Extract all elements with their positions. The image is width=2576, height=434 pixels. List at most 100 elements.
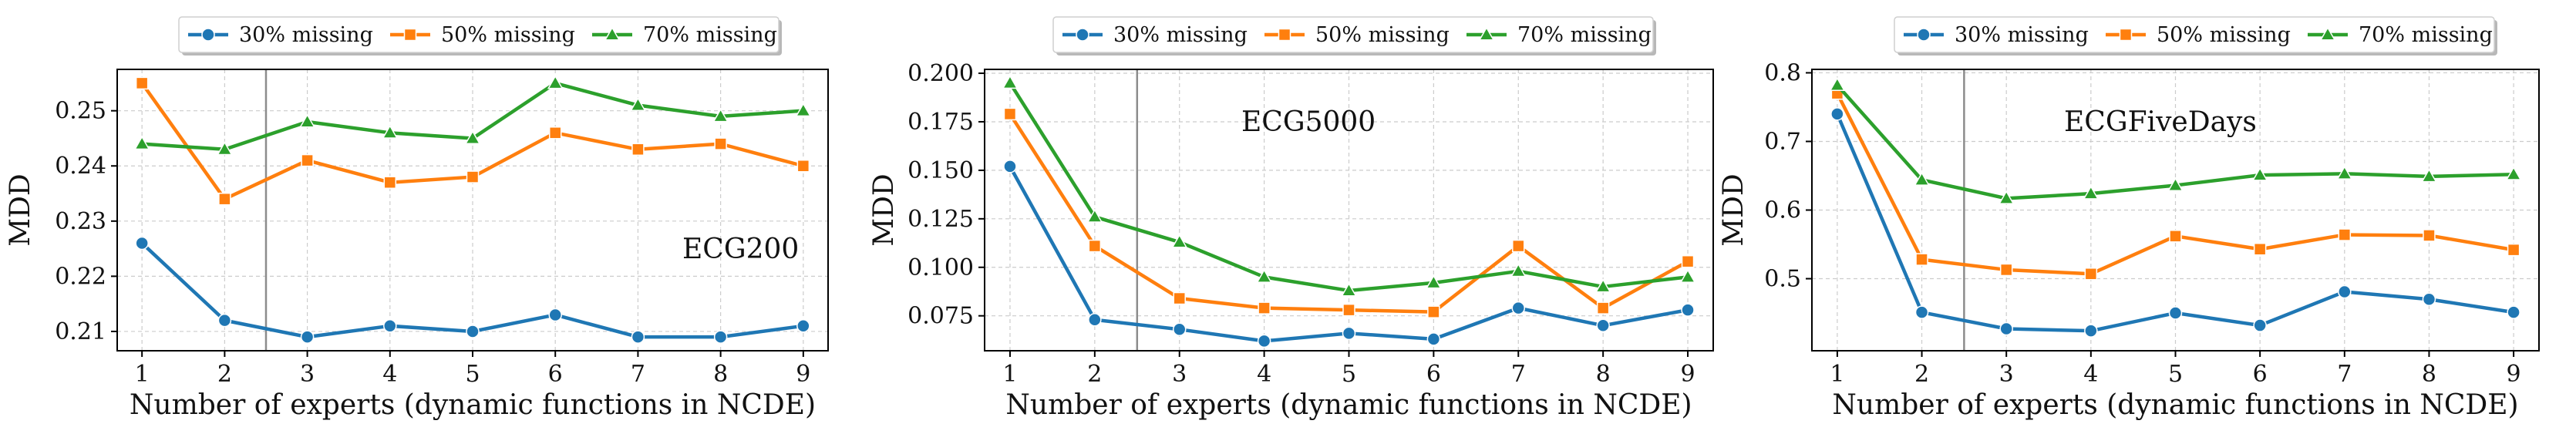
data-point [1427, 305, 1440, 318]
data-point [1681, 254, 1695, 268]
x-tick-label: 8 [1596, 361, 1611, 388]
x-tick-label: 6 [1426, 361, 1441, 388]
legend-label: 70% missing [1517, 23, 1652, 47]
legend-label: 30% missing [239, 23, 373, 47]
x-tick-label: 2 [1914, 361, 1929, 388]
y-tick-label: 0.8 [1764, 59, 1801, 86]
data-point [2083, 185, 2100, 200]
data-point [796, 159, 810, 173]
data-point [2169, 230, 2182, 243]
data-point [2505, 166, 2522, 180]
legend-label: 70% missing [2359, 23, 2493, 47]
x-tick-label: 3 [1172, 361, 1187, 388]
data-point [2338, 284, 2352, 299]
dataset-annotation: ECG5000 [1241, 106, 1376, 138]
data-point [1426, 332, 1441, 346]
data-point [2167, 177, 2184, 191]
y-tick-label: 0.175 [907, 109, 974, 136]
data-point [1999, 321, 2013, 336]
x-tick-label: 3 [300, 361, 315, 388]
x-tick-label: 1 [135, 361, 150, 388]
data-point [2253, 318, 2267, 332]
y-tick-label: 0.5 [1764, 266, 1801, 293]
y-tick-label: 0.22 [55, 263, 106, 290]
y-tick-label: 0.100 [907, 254, 974, 281]
data-point [383, 176, 397, 189]
x-tick-label: 8 [713, 361, 728, 388]
data-point [217, 313, 232, 328]
legend-label: 50% missing [2157, 23, 2291, 47]
y-axis-label: MDD [1718, 173, 1749, 247]
x-tick-label: 7 [1511, 361, 1526, 388]
legend: 30% missing 50% missing 70% missing [1894, 16, 2497, 56]
legend-marker [2319, 26, 2336, 41]
data-point [2423, 229, 2436, 242]
data-point [1088, 312, 1102, 327]
y-tick-label: 0.125 [907, 206, 974, 233]
legend-label: 30% missing [1955, 23, 2089, 47]
data-point [464, 130, 481, 144]
data-point [466, 170, 480, 183]
data-point [714, 137, 727, 150]
legend: 30% missing 50% missing 70% missing [1052, 16, 1656, 56]
x-tick-label: 7 [631, 361, 645, 388]
data-point [2168, 306, 2183, 320]
y-tick-label: 0.150 [907, 157, 974, 184]
data-point [2336, 165, 2353, 180]
x-tick-label: 4 [1257, 361, 1271, 388]
x-tick-label: 7 [2337, 361, 2352, 388]
x-tick-label: 4 [2083, 361, 2098, 388]
legend-marker [1278, 28, 1291, 42]
data-point [796, 319, 810, 333]
x-tick-label: 2 [1087, 361, 1102, 388]
legend-label: 70% missing [643, 23, 777, 47]
x-tick-label: 1 [1002, 361, 1017, 388]
legend-marker [1917, 28, 1931, 42]
data-point [1999, 263, 2013, 277]
data-point [382, 124, 399, 139]
data-point [1830, 107, 1844, 121]
data-point [1510, 263, 1527, 278]
data-point [1257, 334, 1271, 348]
data-point [1998, 190, 2015, 204]
data-point [1003, 160, 1017, 173]
data-point [631, 330, 645, 344]
legend-marker [201, 28, 215, 42]
y-axis-label: MDD [868, 173, 900, 247]
data-point [2253, 242, 2267, 256]
legend-marker [2119, 28, 2133, 42]
data-point [2421, 168, 2437, 183]
panel-ecg5000: 1 2 3 4 5 6 7 8 9 0.075 0.100 0.125 0.150 0.175 0.200 N… [868, 16, 1714, 421]
data-point [1679, 268, 1696, 283]
y-tick-label: 0.6 [1764, 197, 1801, 224]
data-point [713, 330, 728, 344]
legend-box [1894, 16, 2495, 53]
data-point [1342, 303, 1355, 317]
legend: 30% missing 50% missing 70% missing [178, 16, 782, 56]
data-point [1426, 274, 1442, 289]
data-point [2507, 243, 2520, 257]
y-axis-label: MDD [5, 173, 36, 247]
data-point [133, 136, 150, 150]
x-tick-label: 9 [1680, 361, 1695, 388]
legend-box [178, 16, 780, 53]
data-point [712, 108, 729, 123]
data-point [1002, 75, 1019, 89]
data-point [1594, 278, 1611, 293]
data-point [300, 330, 315, 344]
data-point [1342, 326, 1356, 341]
data-point [1512, 239, 1525, 253]
data-point [1088, 239, 1102, 253]
data-point [383, 319, 397, 333]
x-tick-label: 6 [548, 361, 563, 388]
y-tick-label: 0.7 [1764, 128, 1801, 155]
x-axis-label: Number of experts (dynamic functions in … [1005, 389, 1692, 421]
data-point [301, 153, 314, 167]
data-point [1829, 76, 1846, 91]
y-tick-label: 0.25 [55, 98, 106, 125]
data-point [548, 126, 562, 140]
data-point [1256, 268, 1272, 283]
data-point [631, 143, 645, 156]
